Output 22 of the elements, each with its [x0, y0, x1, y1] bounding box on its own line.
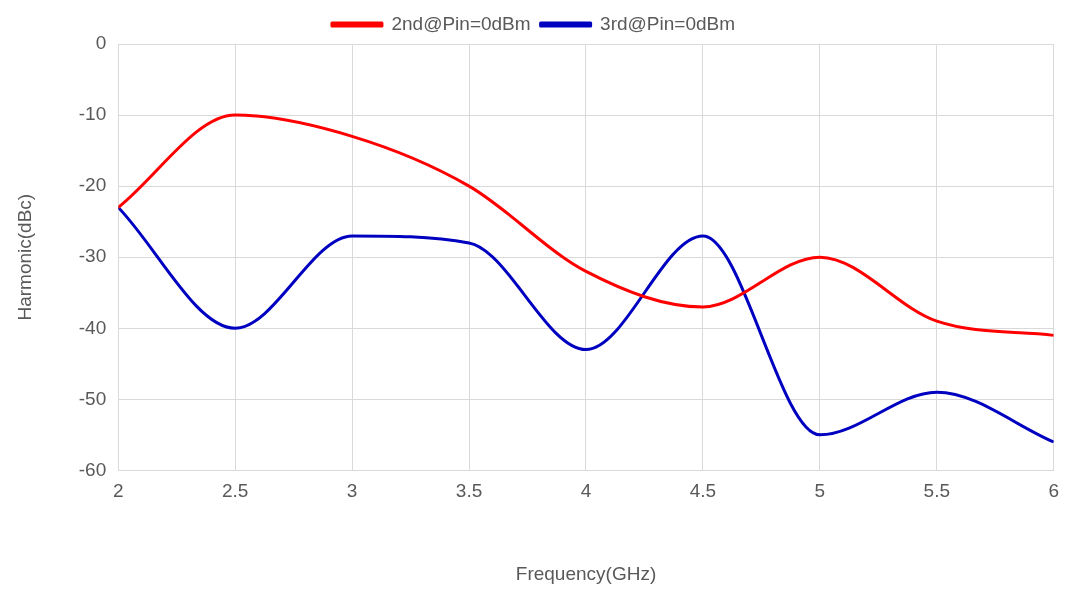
x-tick-label: 3.5	[455, 480, 483, 502]
x-tick-label: 4	[580, 480, 592, 502]
x-tick-label: 5	[814, 480, 826, 502]
x-tick-label: 2.5	[221, 480, 249, 502]
y-tick-label: -60	[78, 458, 107, 480]
y-tick-label: -50	[78, 387, 107, 409]
y-axis-title: Harmonic(dBc)	[13, 193, 35, 321]
y-tick-label: -30	[78, 245, 107, 267]
x-tick-label: 6	[1048, 480, 1060, 502]
legend-label: 3rd@Pin=0dBm	[600, 12, 736, 34]
x-tick-label: 5.5	[923, 480, 950, 502]
y-tick-label: -40	[78, 316, 107, 338]
x-tick-label: 4.5	[689, 480, 717, 502]
x-axis-title: Frequency(GHz)	[515, 562, 657, 584]
legend-label: 2nd@Pin=0dBm	[391, 12, 531, 34]
y-tick-label: -10	[78, 103, 107, 125]
y-tick-label: -20	[78, 174, 107, 196]
y-tick-label: 0	[95, 32, 107, 54]
line-series	[118, 205, 1054, 444]
line-series	[118, 113, 1054, 337]
x-tick-label: 2	[112, 480, 124, 502]
x-tick-label: 3	[346, 480, 358, 502]
